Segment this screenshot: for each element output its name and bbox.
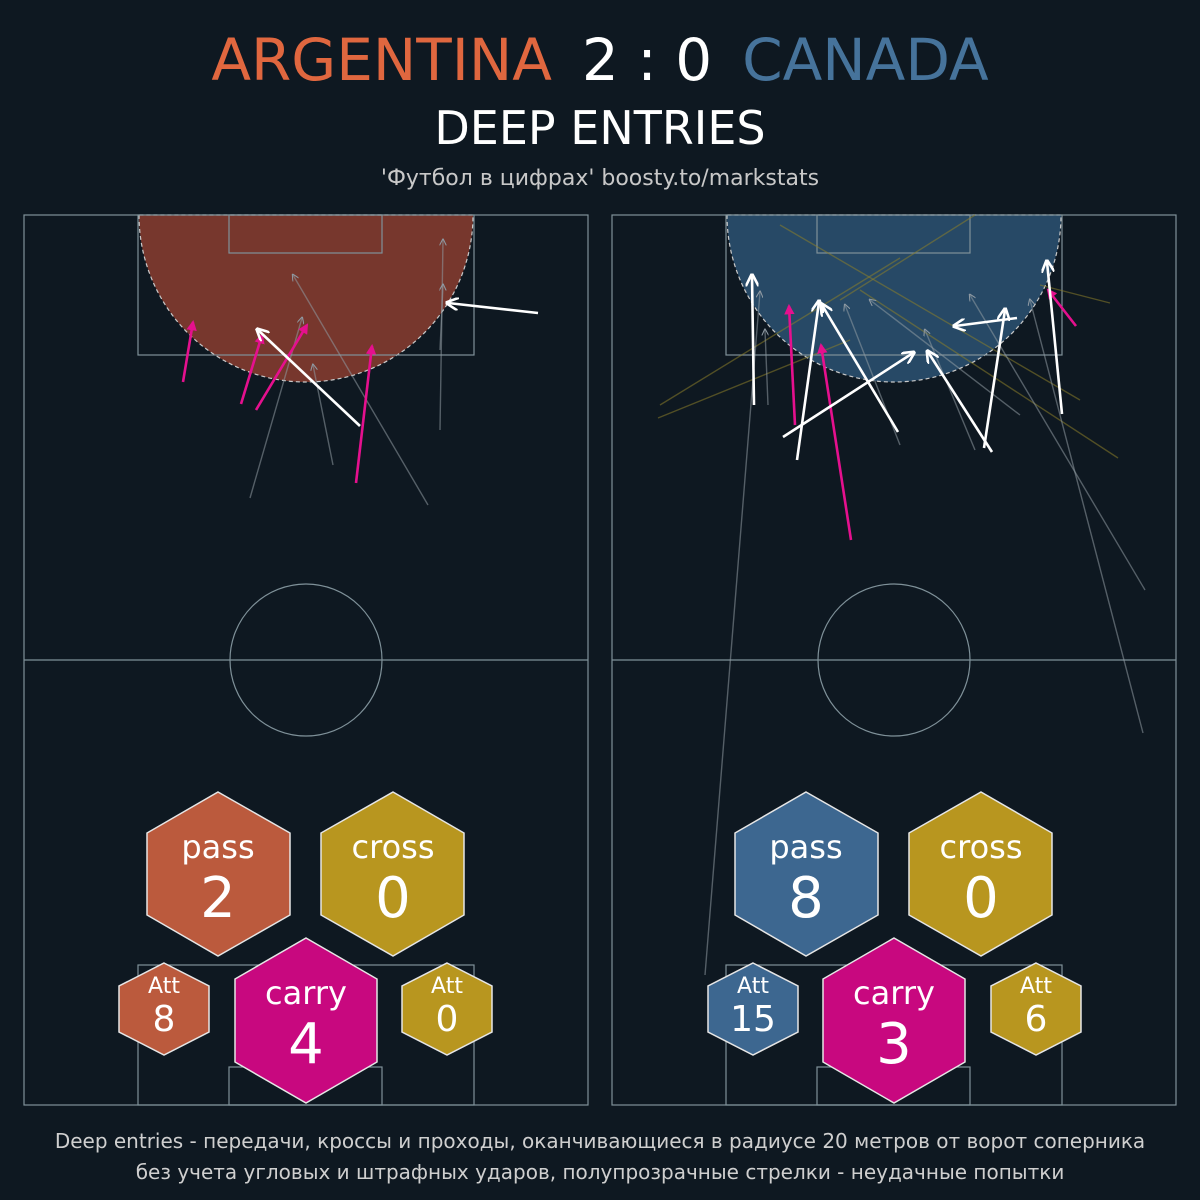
stat-cross-att-value: 6	[1025, 999, 1048, 1040]
stat-pass-value: 8	[788, 866, 824, 931]
pass-arrow	[982, 310, 1005, 449]
stat-pass-att-value: 8	[153, 999, 176, 1040]
stat-pass-att-label: Att	[737, 974, 769, 999]
stat-cross-label: cross	[352, 828, 435, 866]
stat-pass-hex: pass 2	[146, 791, 291, 957]
stat-cross-att-value: 0	[436, 999, 459, 1040]
header: ARGENTINA 2 : 0 CANADA DEEP ENTRIES 'Футбо…	[0, 0, 1200, 205]
failed-arrow	[970, 295, 1146, 591]
failed-cross-arrow	[779, 224, 1081, 401]
stat-cross-att-hex: Att 0	[401, 962, 493, 1056]
stat-carry-hex: carry 4	[234, 937, 378, 1104]
stat-cross-att-hex: Att 6	[990, 962, 1082, 1056]
stat-carry-label: carry	[265, 974, 347, 1012]
stat-cross-value: 0	[375, 866, 411, 931]
stat-pass-att-value: 15	[730, 999, 776, 1040]
carry-arrow	[239, 333, 265, 405]
entry-zone	[726, 214, 1062, 383]
carry-arrows	[181, 319, 377, 484]
pass-arrow	[448, 303, 539, 315]
footer-line-2: без учета угловых и штрафных ударов, пол…	[135, 1160, 1065, 1184]
failed-arrow	[440, 285, 443, 351]
carry-arrow	[784, 303, 797, 426]
failed-arrow	[765, 330, 768, 406]
stat-pass-att-hex: Att 15	[707, 962, 799, 1056]
six-yard-box-top	[228, 214, 383, 254]
carry-arrow	[254, 323, 309, 411]
stat-pass-att-hex: Att 8	[118, 962, 210, 1056]
failed-arrow	[870, 300, 1021, 416]
pass-arrow	[752, 276, 754, 406]
footer-note: Deep entries - передачи, кроссы и проход…	[0, 1126, 1200, 1188]
stat-pass-att-label: Att	[148, 974, 180, 999]
failed-arrow	[439, 240, 443, 431]
pass-arrow	[928, 352, 994, 453]
chart-title: DEEP ENTRIES	[434, 101, 766, 155]
failed-arrow	[1030, 300, 1144, 734]
stat-pass-hex: pass 8	[734, 791, 879, 957]
stat-carry-hex: carry 3	[822, 937, 966, 1104]
pass-arrow	[822, 305, 900, 433]
failed-arrow	[704, 292, 760, 976]
carry-arrow	[181, 319, 197, 383]
pass-arrow	[782, 353, 913, 439]
stat-pass-label: pass	[181, 828, 254, 866]
pass-arrow	[258, 330, 361, 427]
failed-cross-arrow	[839, 214, 976, 301]
carry-arrow	[354, 343, 377, 484]
stat-pass-value: 2	[200, 866, 236, 931]
stat-cross-att-label: Att	[1020, 974, 1052, 999]
center-circle	[229, 583, 383, 737]
stat-cross-value: 0	[963, 866, 999, 931]
stat-pass-label: pass	[769, 828, 842, 866]
carry-arrows	[784, 288, 1078, 541]
stat-carry-label: carry	[853, 974, 935, 1012]
failed-cross-arrow	[659, 257, 901, 406]
stat-cross-hex: cross 0	[320, 791, 465, 957]
failed-arrow	[313, 365, 334, 466]
failed-arrow	[293, 275, 429, 506]
match-score: 2 : 0	[581, 26, 713, 94]
pitches-panel: pass 2 cross 0 Att 8 carry 4 Att 0	[23, 214, 1177, 1106]
pass-arrows	[752, 262, 1064, 461]
pass-arrows	[258, 303, 539, 427]
pass-arrow	[795, 302, 819, 461]
carry-arrow	[817, 342, 853, 541]
score-line: ARGENTINA 2 : 0 CANADA	[0, 28, 1200, 92]
carry-arrow	[1046, 288, 1078, 327]
pitch-canada: pass 8 cross 0 Att 15 carry 3 Att 6	[611, 214, 1177, 1106]
footer-line-1: Deep entries - передачи, кроссы и проход…	[54, 1129, 1146, 1153]
away-team-name: CANADA	[742, 26, 989, 94]
failed-cross-arrow	[859, 289, 1119, 459]
credit-line: 'Футбол в цифрах' boosty.to/markstats	[380, 166, 820, 191]
stat-carry-value: 3	[876, 1012, 912, 1077]
stat-carry-value: 4	[288, 1012, 324, 1077]
failed-cross-arrow	[1039, 284, 1111, 304]
pass-arrow	[955, 316, 1018, 326]
pass-arrow	[1047, 262, 1064, 415]
stat-cross-att-label: Att	[431, 974, 463, 999]
stat-cross-label: cross	[940, 828, 1023, 866]
six-yard-box-top	[816, 214, 971, 254]
pitch-argentina: pass 2 cross 0 Att 8 carry 4 Att 0	[23, 214, 589, 1106]
home-team-name: ARGENTINA	[211, 26, 552, 94]
stat-cross-hex: cross 0	[908, 791, 1053, 957]
center-circle	[817, 583, 971, 737]
